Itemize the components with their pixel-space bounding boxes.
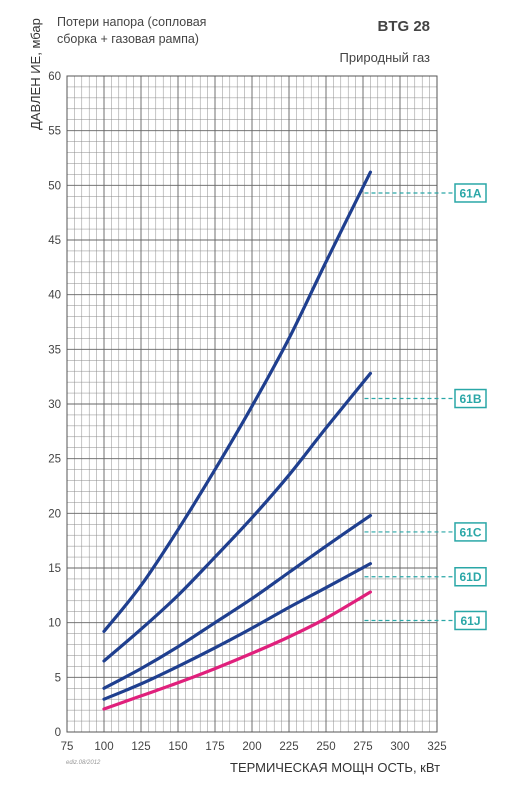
- curve-label-box: [454, 183, 487, 203]
- subtitle-line-1: Потери напора (сопловая: [57, 15, 207, 29]
- x-tick-label: 225: [279, 741, 298, 753]
- x-tick-label: 75: [61, 741, 74, 753]
- y-tick-label: 10: [48, 618, 61, 630]
- y-tick-label: 5: [55, 672, 61, 684]
- curve-61j: [102, 590, 372, 711]
- plot-frame: [66, 75, 438, 733]
- curve-61b: [102, 371, 372, 663]
- curve-labels: 61A 61B 61C 61D 61J: [364, 183, 487, 631]
- x-axis-label: ТЕРМИЧЕСКАЯ МОЩН ОСТЬ, кВт: [230, 760, 441, 775]
- curves: [102, 170, 372, 711]
- y-axis-label: ДАВЛЕН ИЕ, мбар: [28, 18, 43, 130]
- major-grid: [66, 75, 438, 733]
- edition-note: ediz.08/2012: [66, 760, 101, 766]
- y-tick-label: 40: [48, 290, 61, 302]
- curve-label-box: [454, 388, 487, 409]
- y-tick-label: 25: [48, 454, 61, 466]
- model-title: BTG 28: [377, 18, 430, 35]
- subtitle-line-2: сборка + газовая рампа): [57, 32, 199, 46]
- curve-label-box: [454, 610, 487, 631]
- y-tick-label: 45: [48, 235, 61, 247]
- curve-label: 61B: [459, 392, 481, 406]
- y-tick-label: 0: [55, 727, 61, 739]
- x-tick-labels: 75 100 125 150 175 200 225 250 275 300 325: [61, 741, 447, 753]
- x-tick-label: 250: [316, 741, 335, 753]
- y-tick-label: 35: [48, 344, 61, 356]
- curve-label-box: [454, 566, 487, 587]
- curve-label: 61C: [459, 525, 481, 539]
- x-tick-label: 125: [131, 741, 150, 753]
- y-tick-labels: 0 5 10 15 20 25 30 35 40 45 50 55 60: [48, 71, 61, 739]
- curve-label: 61J: [460, 614, 480, 628]
- gas-type: Природный газ: [339, 50, 431, 65]
- curve-61a: [102, 170, 372, 634]
- y-tick-label: 15: [48, 563, 61, 575]
- chart-subtitle: Потери напора (сопловая сборка + газовая…: [57, 14, 257, 48]
- curve-61c: [102, 513, 372, 690]
- x-tick-label: 275: [353, 741, 372, 753]
- y-tick-label: 30: [48, 399, 61, 411]
- curve-label: 61D: [459, 570, 481, 584]
- x-tick-label: 100: [94, 741, 113, 753]
- x-tick-label: 175: [205, 741, 224, 753]
- x-tick-label: 325: [427, 741, 446, 753]
- x-tick-label: 200: [242, 741, 261, 753]
- curve-61d: [102, 562, 372, 701]
- x-tick-label: 300: [390, 741, 409, 753]
- y-tick-label: 60: [48, 71, 61, 83]
- x-tick-label: 150: [168, 741, 187, 753]
- y-tick-label: 20: [48, 508, 61, 520]
- y-tick-label: 55: [48, 126, 61, 138]
- y-tick-label: 50: [48, 180, 61, 192]
- curve-label: 61A: [459, 186, 481, 200]
- curve-label-box: [454, 522, 487, 542]
